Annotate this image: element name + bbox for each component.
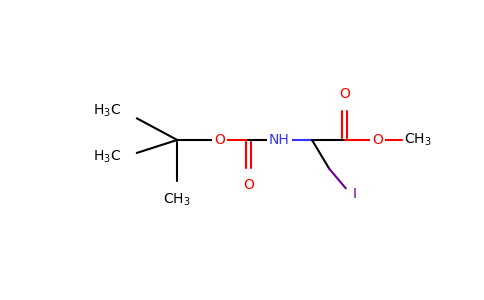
- Text: O: O: [214, 133, 225, 147]
- Text: CH$_3$: CH$_3$: [404, 132, 432, 148]
- Text: O: O: [339, 88, 350, 101]
- Text: CH$_3$: CH$_3$: [164, 192, 191, 208]
- Text: NH: NH: [269, 133, 289, 147]
- Text: H$_3$C: H$_3$C: [93, 103, 121, 119]
- Text: O: O: [243, 178, 254, 193]
- Text: H$_3$C: H$_3$C: [93, 149, 121, 166]
- Text: I: I: [352, 187, 356, 201]
- Text: O: O: [372, 133, 383, 147]
